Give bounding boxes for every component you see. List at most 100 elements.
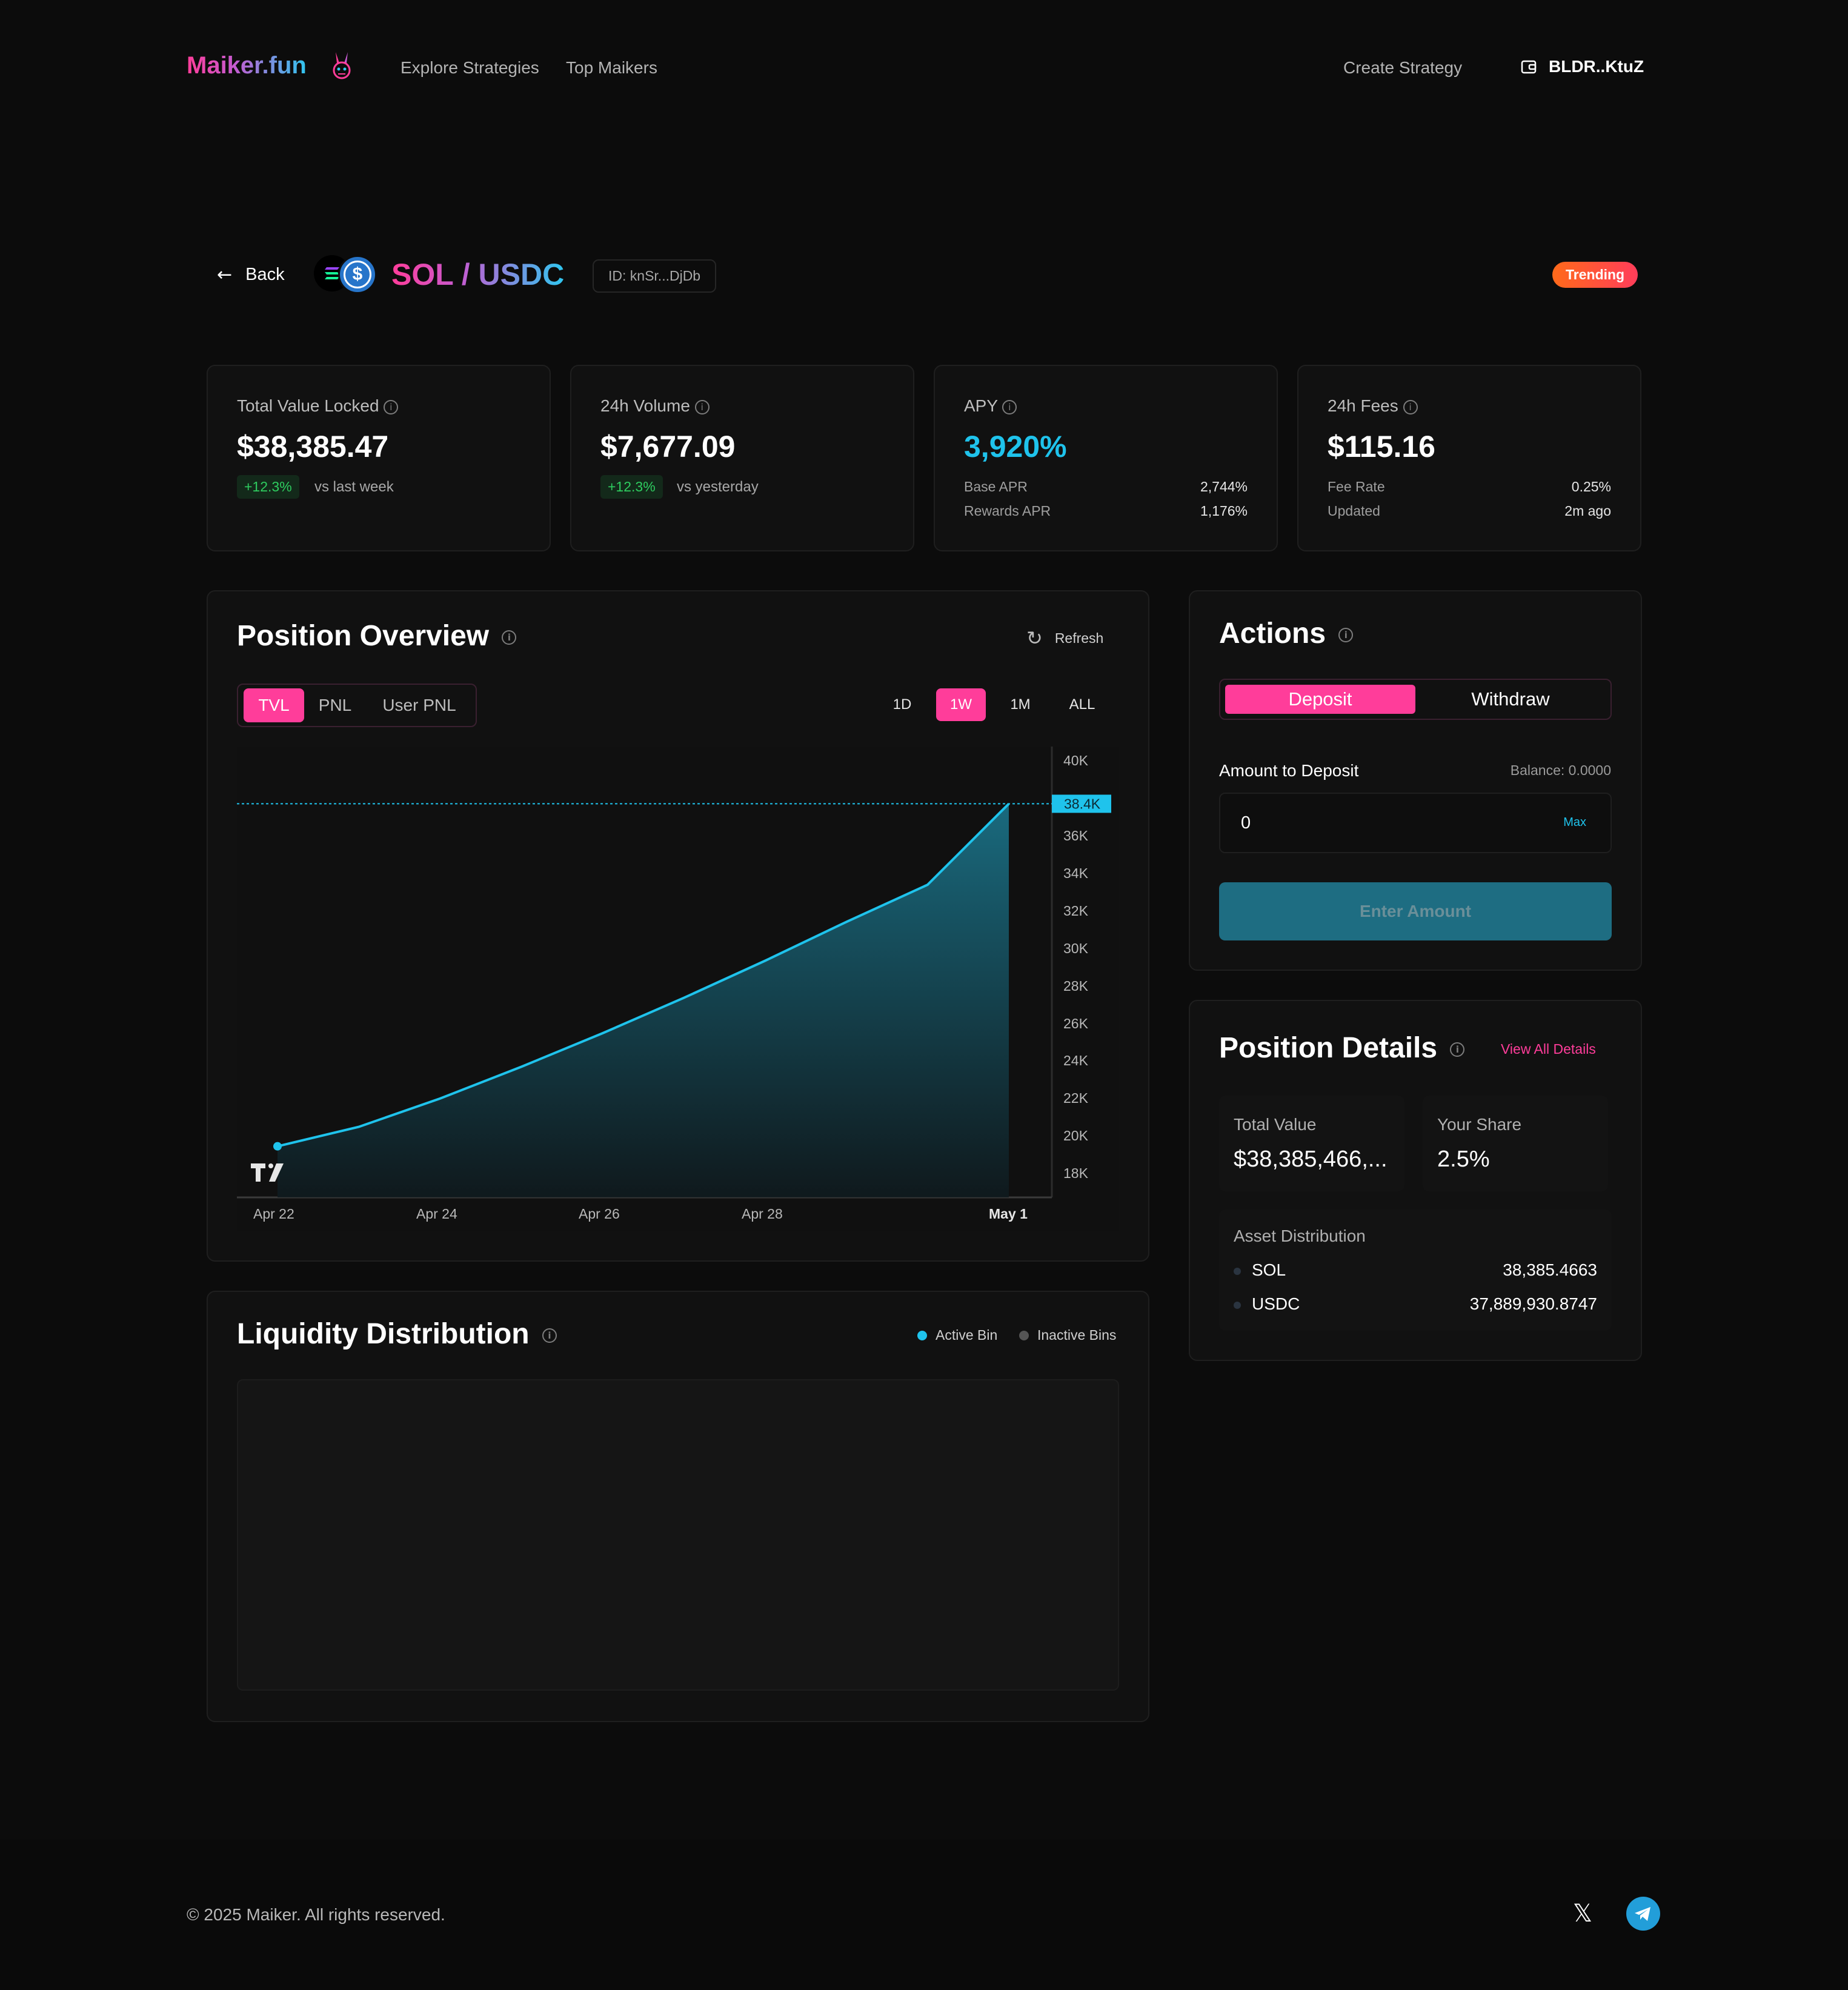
updated-label: Updated [1328, 503, 1380, 519]
share-label: Your Share [1437, 1115, 1522, 1134]
range-all[interactable]: ALL [1069, 696, 1095, 713]
tvl-change-badge: +12.3% [237, 475, 299, 499]
tab-user-pnl[interactable]: User PNL [382, 696, 456, 714]
amount-input[interactable]: 0 Max [1219, 793, 1612, 853]
apy-value: 3,920% [964, 430, 1067, 464]
trending-badge: Trending [1552, 262, 1638, 288]
info-icon[interactable]: i [694, 399, 710, 414]
volume-change-badge: +12.3% [600, 475, 663, 499]
x-twitter-icon[interactable]: 𝕏 [1572, 1900, 1593, 1928]
x-tick-may-1: May 1 [989, 1206, 1028, 1222]
volume-compare: vs yesterday [677, 479, 759, 495]
fee-rate-label: Fee Rate [1328, 479, 1385, 494]
asset-name: USDC [1252, 1294, 1300, 1313]
asset-value: 37,889,930.8747 [1469, 1294, 1597, 1313]
base-apr-label: Base APR [964, 479, 1028, 494]
current-value-tag [1052, 794, 1111, 813]
updated-value: 2m ago [1564, 503, 1611, 519]
active-dot-icon [917, 1330, 927, 1340]
range-1m[interactable]: 1M [1010, 696, 1031, 713]
back-button[interactable]: ← Back [217, 264, 285, 285]
x-tick-apr-22: Apr 22 [253, 1206, 294, 1222]
range-1w[interactable]: 1W [936, 688, 986, 721]
y-tick-34k: 34K [1063, 865, 1088, 881]
volume-card: 24h Volume i $7,677.09 +12.3% vs yesterd… [570, 365, 914, 551]
inactive-dot-icon [1019, 1330, 1029, 1340]
arrow-left-icon: ← [217, 264, 233, 285]
liquidity-chart-area[interactable] [237, 1379, 1119, 1691]
wallet-address: BLDR..KtuZ [1549, 57, 1644, 76]
nav-top-maikers[interactable]: Top Maikers [566, 58, 657, 77]
info-icon[interactable]: i [384, 399, 399, 414]
tvl-label: Total Value Locked [237, 396, 379, 415]
asset-name: SOL [1252, 1260, 1286, 1279]
withdraw-tab[interactable]: Withdraw [1471, 688, 1550, 710]
y-tick-20k: 20K [1063, 1128, 1088, 1143]
fees-value: $115.16 [1328, 430, 1435, 464]
asset-value: 38,385.4663 [1503, 1260, 1597, 1279]
deposit-withdraw-toggle [1219, 679, 1612, 720]
pair-title: SOL / USDC [391, 258, 565, 291]
info-icon[interactable]: i [1450, 1042, 1465, 1057]
y-tick-30k: 30K [1063, 940, 1088, 956]
tab-tvl[interactable]: TVL [244, 688, 304, 722]
deposit-tab[interactable]: Deposit [1225, 685, 1415, 714]
x-tick-apr-26: Apr 26 [579, 1206, 620, 1222]
total-value-amount: $38,385,466,... [1234, 1146, 1388, 1172]
tab-pnl[interactable]: PNL [318, 696, 352, 714]
tvl-value: $38,385.47 [237, 430, 389, 464]
legend-inactive-bins: Inactive Bins [1019, 1327, 1116, 1343]
create-strategy-link[interactable]: Create Strategy [1343, 58, 1463, 77]
tradingview-logo [251, 1163, 284, 1182]
current-value-label: 38.4K [1064, 796, 1101, 811]
refresh-button[interactable]: ↻ Refresh [1026, 627, 1103, 650]
info-icon[interactable]: i [1002, 399, 1017, 414]
pool-id-badge[interactable]: ID: knSr...DjDb [593, 259, 717, 293]
y-tick-32k: 32K [1063, 903, 1088, 919]
amount-input-value: 0 [1241, 813, 1251, 833]
asset-dot-icon [1234, 1268, 1241, 1275]
wallet-icon [1521, 60, 1537, 74]
wallet-button[interactable]: BLDR..KtuZ [1520, 57, 1644, 76]
base-apr-value: 2,744% [1200, 479, 1248, 494]
refresh-label: Refresh [1054, 630, 1104, 646]
enter-amount-button[interactable]: Enter Amount [1219, 882, 1612, 940]
share-value: 2.5% [1437, 1146, 1490, 1172]
telegram-icon[interactable] [1626, 1897, 1660, 1931]
tvl-compare: vs last week [314, 479, 394, 495]
volume-label: 24h Volume [600, 396, 690, 415]
rewards-apr-value: 1,176% [1200, 503, 1248, 519]
info-icon[interactable]: i [1403, 399, 1418, 414]
position-overview-title: Position Overview [237, 620, 490, 652]
info-icon[interactable]: i [502, 630, 517, 645]
legend-inactive-label: Inactive Bins [1037, 1327, 1117, 1343]
max-button[interactable]: Max [1563, 816, 1586, 829]
rewards-apr-label: Rewards APR [964, 503, 1051, 519]
amount-label: Amount to Deposit [1219, 761, 1359, 780]
tvl-line [277, 802, 1010, 1148]
info-icon[interactable]: i [1338, 628, 1354, 643]
view-all-details-link[interactable]: View All Details [1501, 1041, 1596, 1057]
asset-dot-icon [1234, 1302, 1241, 1309]
rabbit-logo-icon [333, 52, 351, 79]
chart-type-tabs [237, 684, 477, 727]
back-label: Back [245, 265, 285, 284]
range-1d[interactable]: 1D [892, 696, 912, 713]
total-value-box: Total Value $38,385,466,... [1219, 1096, 1404, 1191]
tvl-card: Total Value Locked i $38,385.47 +12.3% v… [207, 365, 551, 551]
x-tick-apr-24: Apr 24 [416, 1206, 457, 1222]
fee-rate-value: 0.25% [1571, 479, 1611, 494]
data-point [273, 1142, 282, 1151]
copyright: © 2025 Maiker. All rights reserved. [187, 1905, 445, 1924]
legend-active-bin: Active Bin [917, 1327, 997, 1343]
legend-active-label: Active Bin [936, 1327, 998, 1343]
liquidity-title: Liquidity Distribution [237, 1318, 530, 1350]
nav-explore-strategies[interactable]: Explore Strategies [401, 58, 539, 77]
info-icon[interactable]: i [542, 1328, 557, 1343]
logo-text[interactable]: Maiker.fun [187, 52, 307, 79]
y-tick-26k: 26K [1063, 1016, 1088, 1031]
refresh-icon: ↻ [1026, 627, 1043, 650]
tvl-area [278, 804, 1009, 1197]
footer [0, 1840, 1848, 1990]
